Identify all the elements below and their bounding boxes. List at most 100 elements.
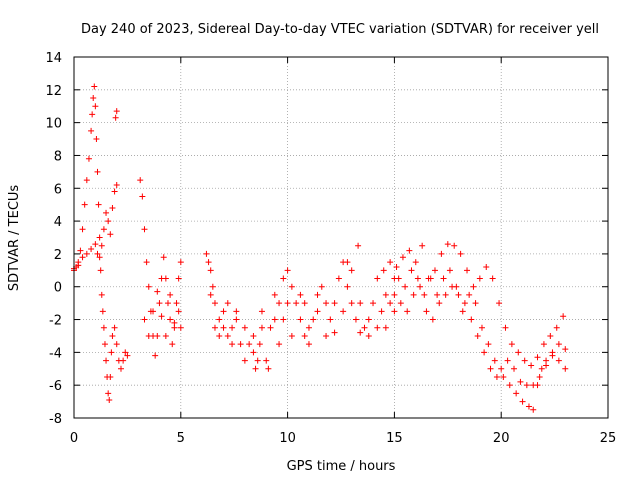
series-points xyxy=(203,250,272,372)
data-point xyxy=(414,275,421,282)
data-point xyxy=(156,300,163,307)
data-point xyxy=(357,300,364,307)
data-point xyxy=(100,324,107,331)
data-point xyxy=(237,341,244,348)
data-point xyxy=(220,308,227,315)
data-point xyxy=(241,357,248,364)
data-point xyxy=(530,382,537,389)
y-axis-label: SDTVAR / TECUs xyxy=(7,185,22,292)
data-point xyxy=(464,267,471,274)
data-point xyxy=(224,332,231,339)
tick-labels: 0 5 10 15 20 25 -8 -6 -4 -2 0 2 4 6 8 10 12 14 xyxy=(45,51,616,446)
data-point xyxy=(540,341,547,348)
data-point xyxy=(442,291,449,298)
data-point xyxy=(92,241,99,248)
data-point xyxy=(276,341,283,348)
data-point xyxy=(152,352,159,359)
data-point xyxy=(496,300,503,307)
data-point xyxy=(97,267,104,274)
data-point xyxy=(562,346,569,353)
data-point xyxy=(438,250,445,257)
data-point xyxy=(175,308,182,315)
y-tick-label: -6 xyxy=(49,379,62,394)
data-point xyxy=(167,291,174,298)
data-point xyxy=(374,324,381,331)
data-point xyxy=(476,275,483,282)
data-point xyxy=(310,316,317,323)
data-point xyxy=(515,349,522,356)
data-point xyxy=(423,308,430,315)
axis-ticks xyxy=(73,56,609,419)
data-point xyxy=(98,291,105,298)
data-point xyxy=(258,324,265,331)
data-point xyxy=(305,324,312,331)
data-point xyxy=(491,357,498,364)
data-point xyxy=(284,300,291,307)
data-point xyxy=(162,332,169,339)
series-points xyxy=(267,242,398,348)
data-point xyxy=(211,324,218,331)
data-point xyxy=(301,300,308,307)
data-point xyxy=(397,300,404,307)
data-point xyxy=(276,300,283,307)
data-point xyxy=(519,398,526,405)
data-point xyxy=(93,136,100,143)
data-point xyxy=(536,373,543,380)
data-point xyxy=(301,332,308,339)
data-point xyxy=(105,218,112,225)
data-point xyxy=(160,254,167,261)
data-point xyxy=(141,316,148,323)
data-point xyxy=(254,357,261,364)
y-tick-label: 4 xyxy=(54,215,62,230)
data-point xyxy=(263,357,270,364)
x-tick-label: 5 xyxy=(177,431,185,446)
data-point xyxy=(175,275,182,282)
data-point xyxy=(211,300,218,307)
data-point xyxy=(502,324,509,331)
data-point xyxy=(468,316,475,323)
data-point xyxy=(90,95,97,102)
data-point xyxy=(485,341,492,348)
data-point xyxy=(150,308,157,315)
data-point xyxy=(453,283,460,290)
data-point xyxy=(444,241,451,248)
data-point xyxy=(96,234,103,241)
data-point xyxy=(549,349,556,356)
data-point xyxy=(91,83,98,90)
data-point xyxy=(88,245,95,252)
data-point xyxy=(169,341,176,348)
data-point xyxy=(246,341,253,348)
data-point xyxy=(171,319,178,326)
data-point xyxy=(547,332,554,339)
data-point xyxy=(348,267,355,274)
data-point xyxy=(314,291,321,298)
data-point xyxy=(446,267,453,274)
data-point xyxy=(252,365,259,372)
data-point xyxy=(504,357,511,364)
data-point xyxy=(83,177,90,184)
data-point xyxy=(399,254,406,261)
data-point xyxy=(387,300,394,307)
y-tick-label: -8 xyxy=(49,412,62,427)
data-point xyxy=(92,103,99,110)
data-point xyxy=(141,226,148,233)
data-point xyxy=(98,242,105,249)
data-point xyxy=(89,111,96,118)
data-point xyxy=(314,308,321,315)
data-point xyxy=(99,308,106,315)
series-points xyxy=(395,267,569,389)
data-point xyxy=(451,242,458,249)
x-tick-label: 25 xyxy=(600,431,617,446)
data-point xyxy=(562,365,569,372)
data-point xyxy=(344,259,351,266)
data-point xyxy=(410,291,417,298)
data-point xyxy=(419,242,426,249)
data-point xyxy=(154,288,161,295)
data-point xyxy=(107,231,114,238)
data-point xyxy=(331,300,338,307)
grid xyxy=(74,57,608,418)
data-point xyxy=(154,332,161,339)
data-point xyxy=(474,332,481,339)
data-point xyxy=(455,291,462,298)
data-point xyxy=(352,316,359,323)
